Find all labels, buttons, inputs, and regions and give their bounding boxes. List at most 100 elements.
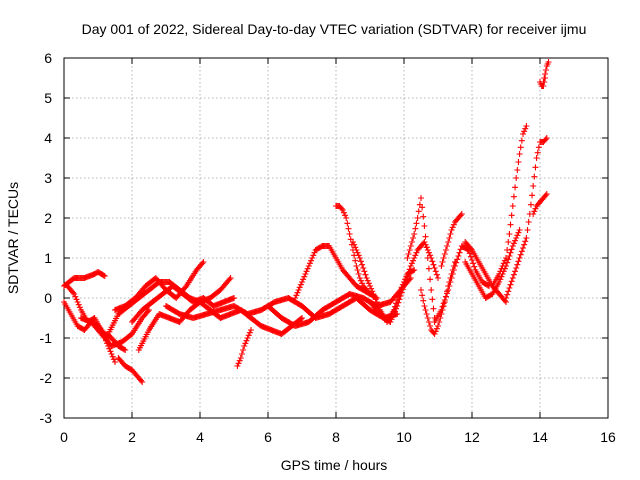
data-point [515, 229, 522, 236]
data-point [398, 289, 405, 296]
data-point [302, 271, 309, 277]
data-point [457, 212, 464, 219]
data-point [406, 266, 413, 273]
data-point [403, 276, 410, 283]
x-tick-label: 2 [128, 429, 136, 445]
data-point [340, 209, 347, 216]
data-point [510, 193, 517, 200]
data-point [425, 249, 432, 256]
data-point [241, 343, 248, 349]
data-point [293, 292, 300, 299]
data-point [497, 268, 504, 275]
data-point [345, 225, 352, 232]
data-point [387, 319, 394, 325]
data-point [509, 203, 516, 209]
data-point [456, 249, 463, 256]
data-point [389, 313, 396, 320]
data-point [308, 257, 315, 264]
axis-ticks [63, 57, 609, 419]
data-point [101, 273, 108, 279]
data-point [513, 265, 520, 271]
data-point [514, 261, 521, 268]
data-point [422, 307, 429, 313]
data-point [415, 208, 422, 215]
data-point [542, 71, 549, 77]
data-point [139, 379, 146, 385]
data-point [424, 247, 431, 253]
data-point [531, 173, 538, 180]
data-point [300, 276, 307, 283]
data-point [305, 263, 312, 269]
data-point [520, 131, 526, 137]
data-point [422, 233, 429, 240]
data-point [344, 220, 351, 227]
data-point [427, 276, 434, 283]
data-point [449, 224, 456, 231]
data-point [499, 263, 506, 269]
data-series [367, 239, 441, 325]
data-point [365, 280, 372, 287]
data-point [419, 292, 426, 299]
data-point [352, 244, 359, 251]
data-point [422, 241, 429, 248]
data-point [515, 159, 522, 165]
data-point [418, 195, 424, 201]
data-point [100, 272, 107, 279]
data-point [412, 252, 419, 259]
data-point [453, 259, 460, 266]
data-point [357, 258, 364, 265]
data-point [407, 275, 414, 281]
data-point [71, 291, 78, 297]
data-point [245, 332, 252, 339]
data-point [530, 211, 537, 217]
data-point [411, 267, 418, 273]
data-point [508, 212, 515, 219]
data-point [73, 296, 80, 303]
data-point [430, 261, 437, 268]
data-point [354, 249, 361, 256]
data-point [508, 246, 515, 253]
data-point [182, 284, 189, 291]
data-point [393, 305, 400, 312]
data-point [394, 303, 401, 309]
data-point [439, 303, 446, 310]
data-point [406, 247, 413, 253]
data-point [509, 243, 516, 249]
data-point [421, 303, 428, 309]
data-point [440, 255, 447, 261]
data-point [432, 268, 439, 275]
data-point [373, 299, 380, 305]
data-point [429, 296, 436, 303]
y-tick-label: 3 [44, 170, 52, 186]
y-tick-label: 6 [44, 50, 52, 66]
data-point [496, 271, 503, 277]
data-point [513, 175, 520, 181]
data-series [462, 227, 523, 301]
y-tick-label: 1 [44, 250, 52, 266]
chart-title: Day 001 of 2022, Sidereal Day-to-day VTE… [82, 21, 587, 37]
data-point [238, 351, 245, 357]
data-point [339, 207, 346, 213]
data-point [435, 323, 441, 329]
x-tick-label: 4 [196, 429, 204, 445]
data-point [421, 239, 428, 245]
data-point [420, 213, 427, 220]
data-point [310, 252, 317, 259]
data-point [448, 227, 455, 233]
data-point [433, 325, 440, 332]
data-point [236, 357, 243, 364]
data-point [441, 251, 448, 257]
data-point [399, 286, 406, 293]
data-point [448, 275, 455, 281]
data-point [517, 144, 524, 151]
data-point [505, 288, 512, 295]
data-point [424, 315, 431, 321]
data-point [138, 377, 145, 384]
data-point [504, 291, 511, 298]
data-point [299, 279, 305, 285]
data-point [413, 249, 420, 256]
data-point [226, 276, 233, 283]
data-point [338, 205, 345, 212]
data-point [355, 271, 362, 277]
